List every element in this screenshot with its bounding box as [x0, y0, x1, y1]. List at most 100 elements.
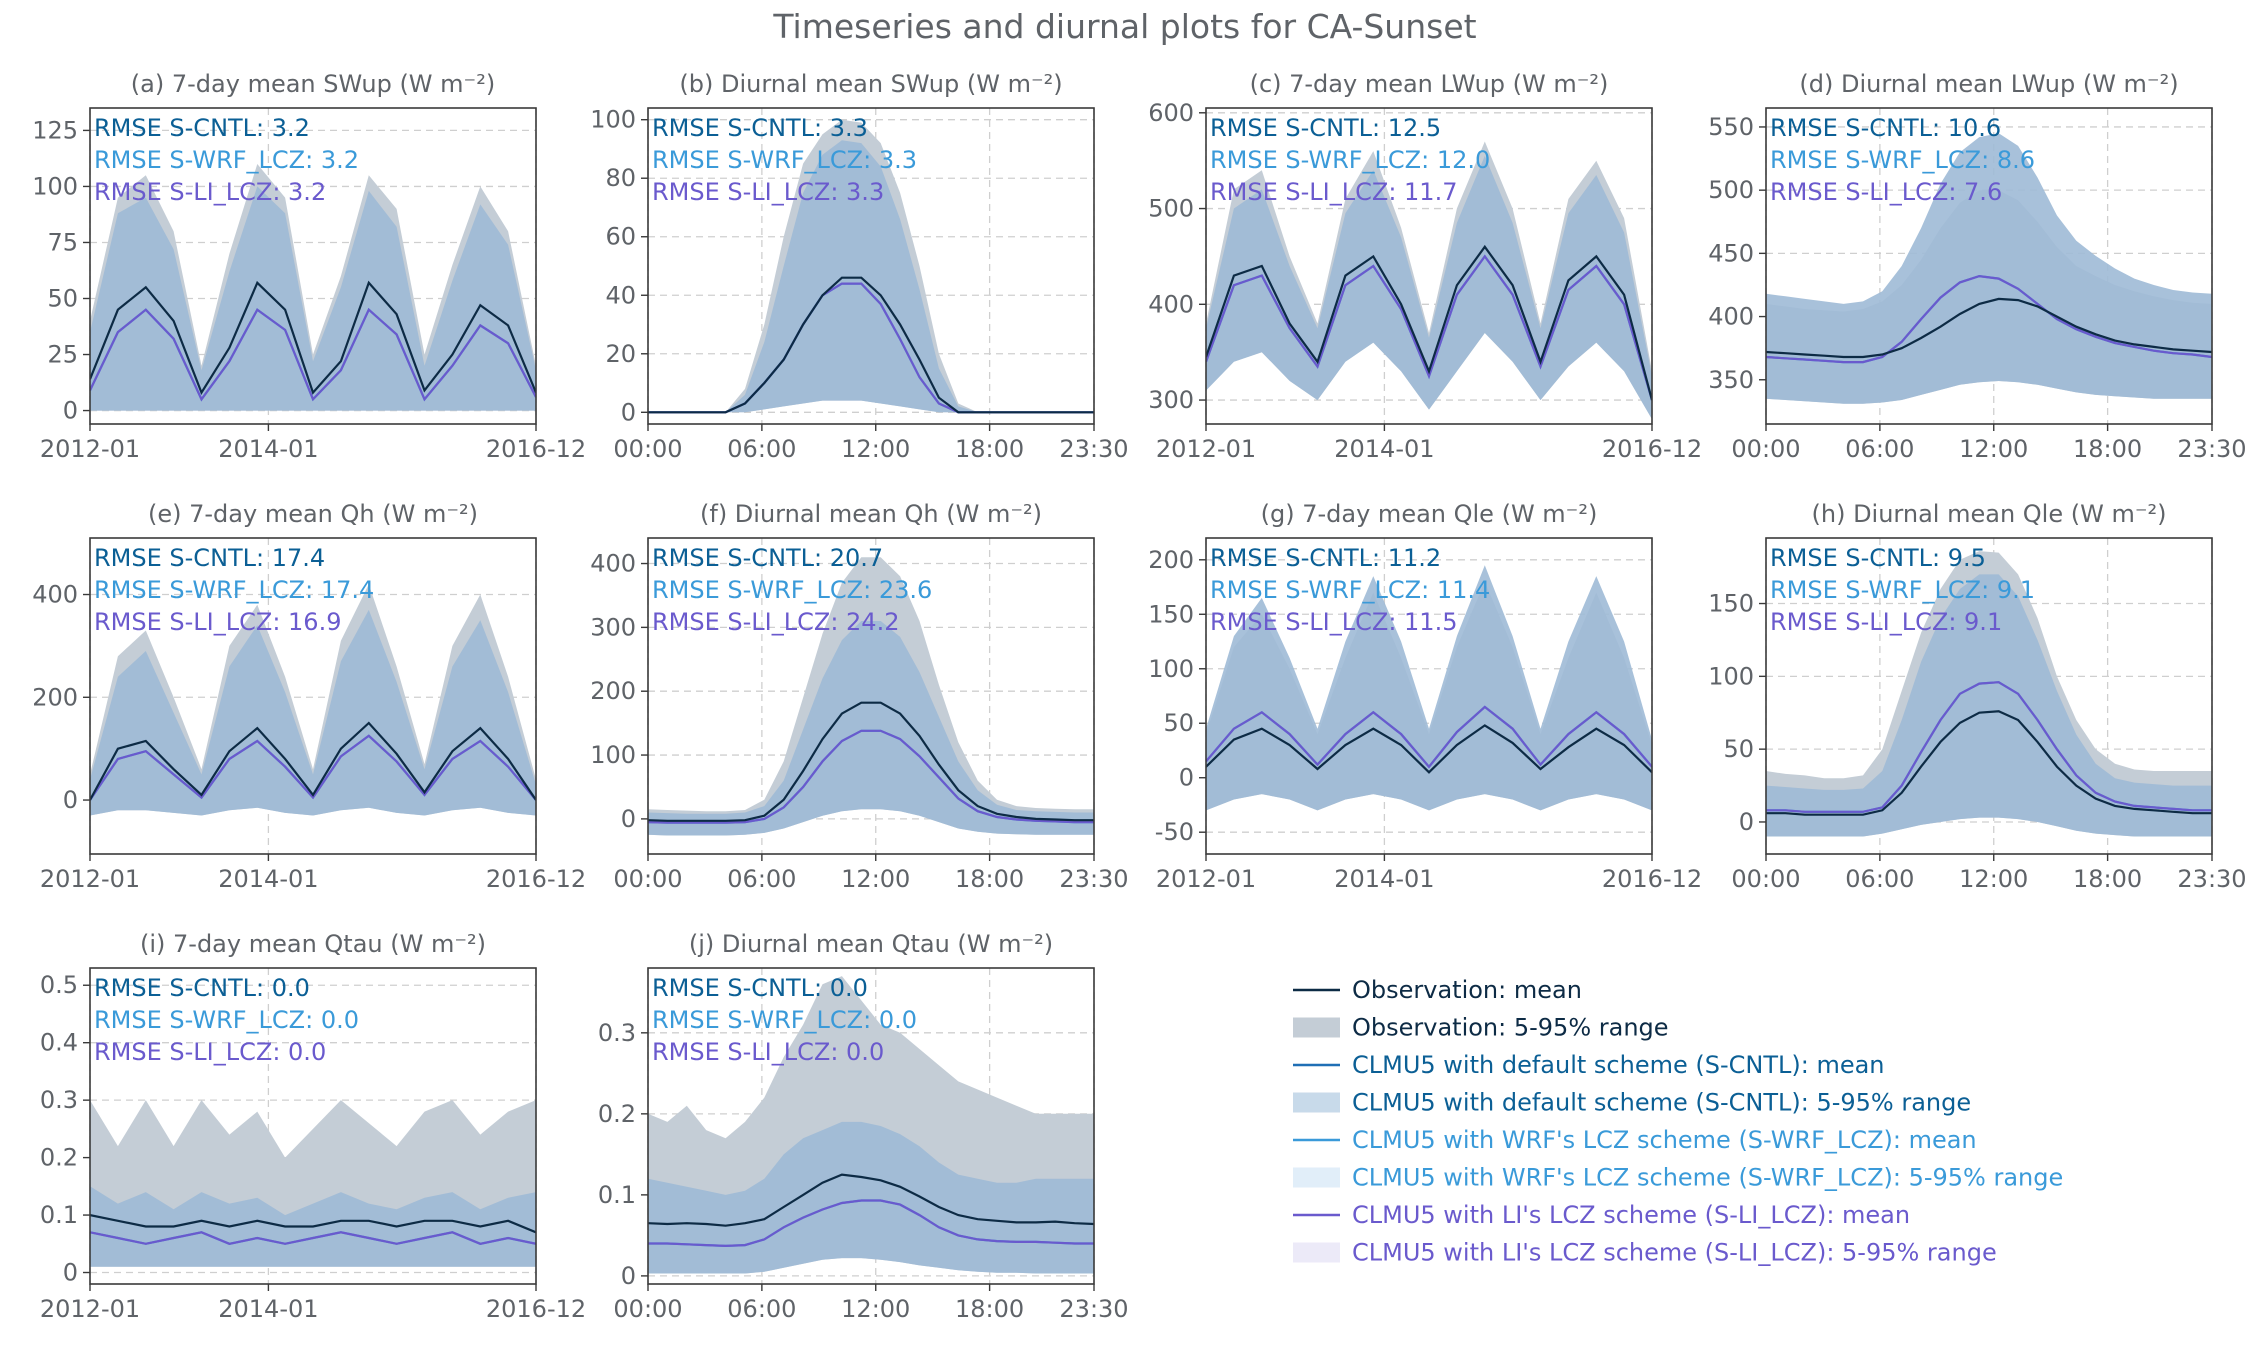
li-mean-line-f: [648, 729, 1094, 824]
legend-item: CLMU5 with WRF's LCZ scheme (S-WRF_LCZ):…: [1293, 1164, 2063, 1192]
y-tick-label: 0: [621, 805, 636, 833]
panel-j: 0 0.1 0.2 0.3 00:00 06:00 12:00 18:00 23:30 (j) D…: [598, 930, 1129, 1323]
panel-g: -50 0 50 100 150 200 2012-01 2014-01 2016-12 (g) …: [1148, 500, 1702, 893]
y-tick-label: 600: [1148, 99, 1194, 127]
y-tick-label: 125: [32, 116, 78, 144]
panel-title-c: (c) 7-day mean LWup (W m⁻²): [1250, 70, 1609, 98]
y-tick-label: 100: [590, 741, 636, 769]
model-band-h: [1766, 574, 2212, 837]
y-tick-label: 400: [32, 581, 78, 609]
x-tick-label: 00:00: [613, 435, 682, 463]
y-tick-label: 0: [621, 398, 636, 426]
x-tick-label: 12:00: [1959, 865, 2028, 893]
legend-item: CLMU5 with default scheme (S-CNTL): mean: [1293, 1051, 1885, 1079]
y-tick-label: 200: [32, 683, 78, 711]
y-tick-label: 100: [1708, 662, 1754, 690]
rmse-label: RMSE S-LI_LCZ: 24.2: [652, 608, 899, 636]
y-tick-label: 0.4: [40, 1029, 78, 1057]
axes-frame-f: [647, 537, 1095, 855]
legend-band-swatch: [1293, 1092, 1340, 1113]
legend-item: CLMU5 with WRF's LCZ scheme (S-WRF_LCZ):…: [1293, 1126, 1977, 1154]
rmse-label: RMSE S-LI_LCZ: 11.5: [1210, 608, 1457, 636]
panel-e: 0 200 400 2012-01 2014-01 2016-12 (e) 7-day me…: [32, 500, 586, 893]
data-j: [648, 976, 1094, 1274]
data-b: [648, 119, 1094, 414]
x-tick-label: 23:30: [1059, 435, 1128, 463]
x-tick-label: 2014-01: [1334, 865, 1434, 893]
model-band-b: [648, 140, 1094, 413]
panel-d: 350 400 450 500 550 00:00 06:00 12:00 18:00 23:30…: [1708, 70, 2246, 463]
legend-band-swatch: [1293, 1242, 1340, 1263]
rmse-label: RMSE S-LI_LCZ: 0.0: [652, 1038, 884, 1066]
y-tick-label: 0: [63, 1259, 78, 1287]
x-tick-label: 18:00: [2073, 435, 2142, 463]
rmse-label: RMSE S-LI_LCZ: 16.9: [94, 608, 341, 636]
obs-mean-line-d: [1766, 297, 2212, 359]
y-tick-label: 400: [1148, 290, 1194, 318]
x-tick-label: 18:00: [955, 865, 1024, 893]
model-band-j: [648, 1121, 1094, 1274]
x-tick-label: 12:00: [841, 435, 910, 463]
x-tick-label: 00:00: [613, 865, 682, 893]
obs-mean-line-j: [648, 1173, 1094, 1227]
x-tick-label: 2016-12: [1602, 435, 1702, 463]
panel-h: 0 50 100 150 00:00 06:00 12:00 18:00 23:30 (h) Di…: [1708, 500, 2246, 893]
y-tick-label: 80: [605, 164, 636, 192]
legend-label: Observation: mean: [1352, 976, 1582, 1004]
rmse-label: RMSE S-LI_LCZ: 9.1: [1770, 608, 2002, 636]
x-tick-label: 06:00: [1845, 865, 1914, 893]
legend-item: Observation: 5-95% range: [1293, 1014, 1669, 1042]
y-tick-label: 550: [1708, 113, 1754, 141]
obs-mean-line-a: [90, 280, 536, 396]
y-tick-label: 50: [1723, 735, 1754, 763]
y-tick-label: 100: [590, 106, 636, 134]
rmse-label: RMSE S-CNTL: 11.2: [1210, 544, 1441, 572]
x-tick-label: 2012-01: [40, 865, 140, 893]
x-tick-label: 23:30: [2177, 865, 2246, 893]
y-tick-label: 0.3: [598, 1019, 636, 1047]
li-mean-line-g: [1206, 705, 1652, 769]
panel-title-e: (e) 7-day mean Qh (W m⁻²): [148, 500, 478, 528]
y-tick-label: 300: [1148, 386, 1194, 414]
rmse-label: RMSE S-WRF_LCZ: 3.3: [652, 146, 917, 174]
x-tick-label: 2012-01: [40, 435, 140, 463]
y-tick-label: 100: [32, 172, 78, 200]
panel-title-d: (d) Diurnal mean LWup (W m⁻²): [1799, 70, 2178, 98]
rmse-label: RMSE S-LI_LCZ: 7.6: [1770, 178, 2002, 206]
data-c: [1206, 141, 1652, 420]
li-mean-line-a: [90, 307, 536, 402]
x-tick-label: 00:00: [613, 1295, 682, 1323]
x-tick-label: 2016-12: [486, 865, 586, 893]
model-band-a: [90, 186, 536, 411]
data-d: [1766, 133, 2212, 404]
legend-band-swatch: [1293, 1167, 1340, 1188]
y-tick-label: 100: [1148, 655, 1194, 683]
legend-label: CLMU5 with LI's LCZ scheme (S-LI_LCZ): 5…: [1352, 1239, 1997, 1267]
rmse-label: RMSE S-LI_LCZ: 3.3: [652, 178, 884, 206]
panel-title-f: (f) Diurnal mean Qh (W m⁻²): [700, 500, 1042, 528]
panels: 0 25 50 75 100 125 2012-01 2014-01 2016-12 (a) 7-…: [32, 70, 2246, 1323]
rmse-label: RMSE S-CNTL: 0.0: [94, 974, 310, 1002]
x-tick-label: 06:00: [727, 435, 796, 463]
y-tick-label: 0: [1179, 764, 1194, 792]
y-tick-label: 40: [605, 281, 636, 309]
axes-frame-b: [647, 107, 1095, 425]
y-tick-label: 25: [47, 341, 78, 369]
y-tick-label: 0.1: [40, 1201, 78, 1229]
y-tick-label: 50: [47, 284, 78, 312]
model-band-c: [1206, 155, 1652, 420]
rmse-label: RMSE S-LI_LCZ: 0.0: [94, 1038, 326, 1066]
li-mean-line-h: [1766, 681, 2212, 813]
rmse-label: RMSE S-LI_LCZ: 11.7: [1210, 178, 1457, 206]
data-a: [90, 164, 536, 411]
x-tick-label: 06:00: [727, 865, 796, 893]
x-tick-label: 23:30: [1059, 865, 1128, 893]
x-tick-label: 06:00: [727, 1295, 796, 1323]
y-tick-label: 50: [1163, 709, 1194, 737]
model-band-g: [1206, 565, 1652, 811]
obs-mean-line-c: [1206, 244, 1652, 401]
rmse-label: RMSE S-CNTL: 17.4: [94, 544, 325, 572]
x-tick-label: 18:00: [955, 1295, 1024, 1323]
model-band-e: [90, 609, 536, 816]
panel-title-g: (g) 7-day mean Qle (W m⁻²): [1261, 500, 1598, 528]
